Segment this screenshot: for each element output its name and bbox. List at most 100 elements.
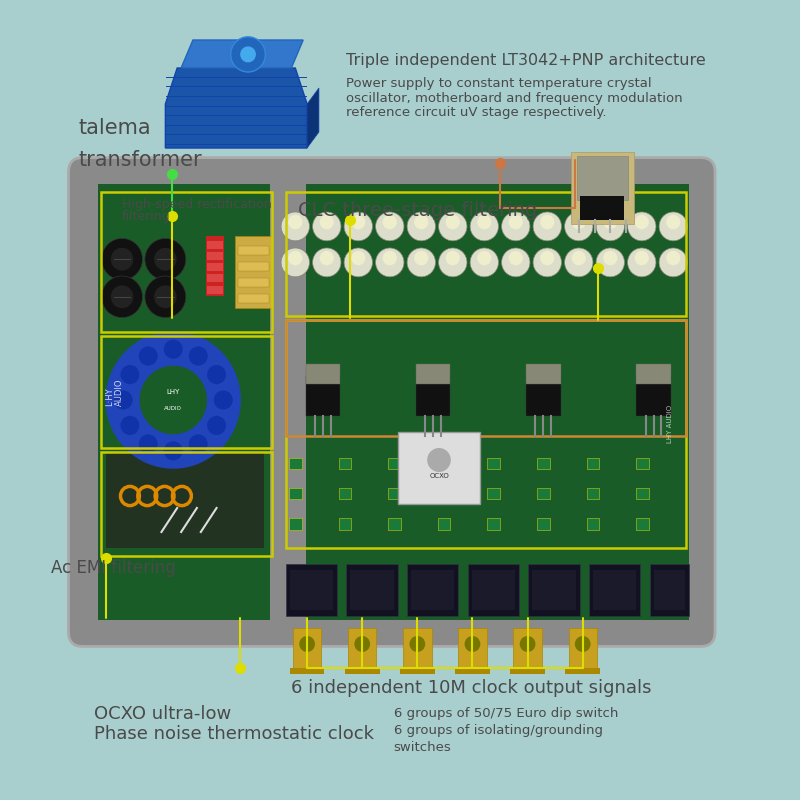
Circle shape: [351, 251, 366, 266]
Bar: [569, 628, 597, 672]
Bar: [586, 518, 599, 530]
Circle shape: [114, 390, 133, 410]
Circle shape: [230, 37, 266, 72]
Bar: [238, 246, 270, 255]
Bar: [589, 564, 640, 616]
Circle shape: [509, 215, 523, 230]
Circle shape: [102, 276, 142, 318]
Circle shape: [596, 212, 625, 241]
Circle shape: [240, 46, 256, 62]
Bar: [350, 570, 394, 610]
Text: oscillator, motherboard and frequency modulation: oscillator, motherboard and frequency mo…: [346, 92, 683, 105]
Bar: [537, 458, 550, 469]
Circle shape: [502, 212, 530, 241]
Circle shape: [509, 251, 523, 266]
Bar: [106, 452, 264, 548]
Bar: [593, 570, 636, 610]
Bar: [528, 564, 579, 616]
Circle shape: [634, 251, 649, 266]
Circle shape: [465, 636, 480, 652]
Bar: [207, 286, 223, 294]
Circle shape: [540, 215, 554, 230]
Bar: [398, 432, 480, 504]
Text: High-speed rectification: High-speed rectification: [122, 198, 272, 211]
Bar: [289, 518, 302, 530]
Circle shape: [189, 434, 208, 454]
Bar: [290, 668, 325, 674]
Circle shape: [110, 248, 134, 270]
Circle shape: [207, 416, 226, 435]
Circle shape: [376, 248, 404, 277]
Circle shape: [121, 365, 139, 384]
Circle shape: [520, 636, 535, 652]
Text: 6 groups of 50/75 Euro dip switch: 6 groups of 50/75 Euro dip switch: [394, 707, 618, 720]
Bar: [438, 458, 450, 469]
Bar: [487, 458, 500, 469]
Circle shape: [540, 251, 554, 266]
Circle shape: [313, 248, 341, 277]
Bar: [238, 262, 270, 271]
Circle shape: [603, 251, 618, 266]
Circle shape: [427, 448, 451, 472]
Text: OCXO ultra-low: OCXO ultra-low: [94, 705, 232, 722]
Circle shape: [666, 215, 680, 230]
Circle shape: [320, 251, 334, 266]
Circle shape: [438, 248, 467, 277]
Bar: [98, 184, 276, 620]
Text: CLC three-stage filtering: CLC three-stage filtering: [298, 201, 537, 220]
Bar: [388, 488, 401, 499]
Circle shape: [565, 212, 593, 241]
Bar: [293, 628, 322, 672]
Circle shape: [154, 248, 177, 270]
Bar: [207, 263, 223, 271]
Bar: [286, 320, 686, 436]
Text: switches: switches: [394, 741, 451, 754]
Bar: [416, 364, 450, 384]
Polygon shape: [181, 40, 303, 68]
Bar: [101, 452, 273, 556]
Bar: [566, 668, 600, 674]
Bar: [468, 564, 519, 616]
Text: LHY AUDIO: LHY AUDIO: [667, 405, 674, 443]
Circle shape: [502, 248, 530, 277]
Text: Triple independent LT3042+PNP architecture: Triple independent LT3042+PNP architectu…: [346, 53, 706, 67]
Polygon shape: [307, 88, 319, 148]
Bar: [234, 236, 273, 308]
Bar: [388, 518, 401, 530]
Bar: [286, 192, 686, 316]
Bar: [289, 488, 302, 499]
Text: transformer: transformer: [78, 150, 202, 170]
Bar: [650, 564, 689, 616]
Bar: [407, 564, 458, 616]
Bar: [289, 458, 302, 469]
Circle shape: [470, 248, 498, 277]
Circle shape: [446, 251, 460, 266]
Text: filtering: filtering: [122, 210, 170, 223]
Polygon shape: [140, 366, 206, 434]
Circle shape: [470, 212, 498, 241]
Bar: [636, 518, 649, 530]
Bar: [526, 364, 561, 384]
Bar: [458, 628, 486, 672]
Circle shape: [572, 215, 586, 230]
Circle shape: [354, 636, 370, 652]
Circle shape: [382, 215, 397, 230]
FancyBboxPatch shape: [69, 158, 715, 646]
Circle shape: [572, 251, 586, 266]
Circle shape: [596, 248, 625, 277]
Bar: [207, 252, 223, 260]
Bar: [487, 488, 500, 499]
Circle shape: [407, 212, 435, 241]
Text: reference circuit uV stage respectively.: reference circuit uV stage respectively.: [346, 106, 607, 119]
Circle shape: [164, 339, 182, 358]
Circle shape: [121, 416, 139, 435]
Text: OCXO: OCXO: [429, 473, 449, 479]
Circle shape: [110, 286, 134, 308]
Bar: [636, 458, 649, 469]
Bar: [101, 336, 273, 448]
Bar: [571, 152, 634, 224]
Text: 6 independent 10M clock output signals: 6 independent 10M clock output signals: [291, 679, 652, 697]
Bar: [654, 570, 685, 610]
Bar: [338, 488, 351, 499]
Bar: [586, 488, 599, 499]
